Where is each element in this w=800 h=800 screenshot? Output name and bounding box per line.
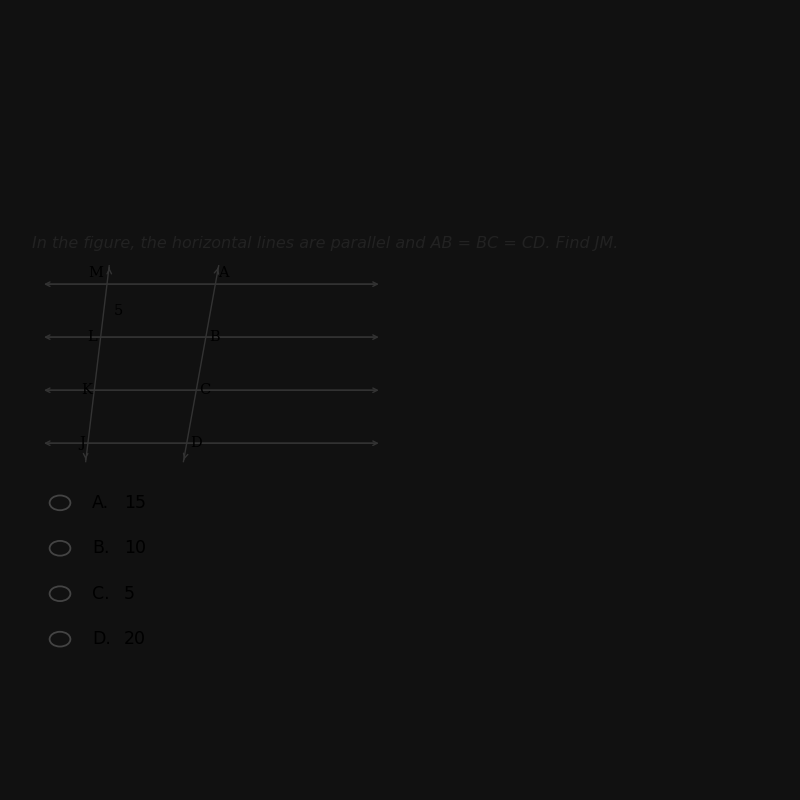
Text: D: D	[190, 436, 202, 450]
Text: A.: A.	[92, 494, 109, 512]
Text: B.: B.	[92, 539, 110, 558]
Text: M: M	[88, 266, 103, 280]
Text: In the figure, the horizontal lines are parallel and AB = BC = CD. Find JM.: In the figure, the horizontal lines are …	[32, 236, 618, 251]
Text: J: J	[80, 436, 86, 450]
Text: L: L	[87, 330, 97, 344]
Text: 20: 20	[124, 630, 146, 648]
Text: B: B	[209, 330, 220, 344]
Text: 10: 10	[124, 539, 146, 558]
Text: C: C	[199, 383, 210, 398]
Text: C.: C.	[92, 585, 110, 602]
Text: K: K	[81, 383, 92, 398]
Text: 15: 15	[124, 494, 146, 512]
Text: 5: 5	[124, 585, 135, 602]
Text: 5: 5	[114, 304, 122, 318]
Text: D.: D.	[92, 630, 111, 648]
Text: A: A	[218, 266, 228, 280]
